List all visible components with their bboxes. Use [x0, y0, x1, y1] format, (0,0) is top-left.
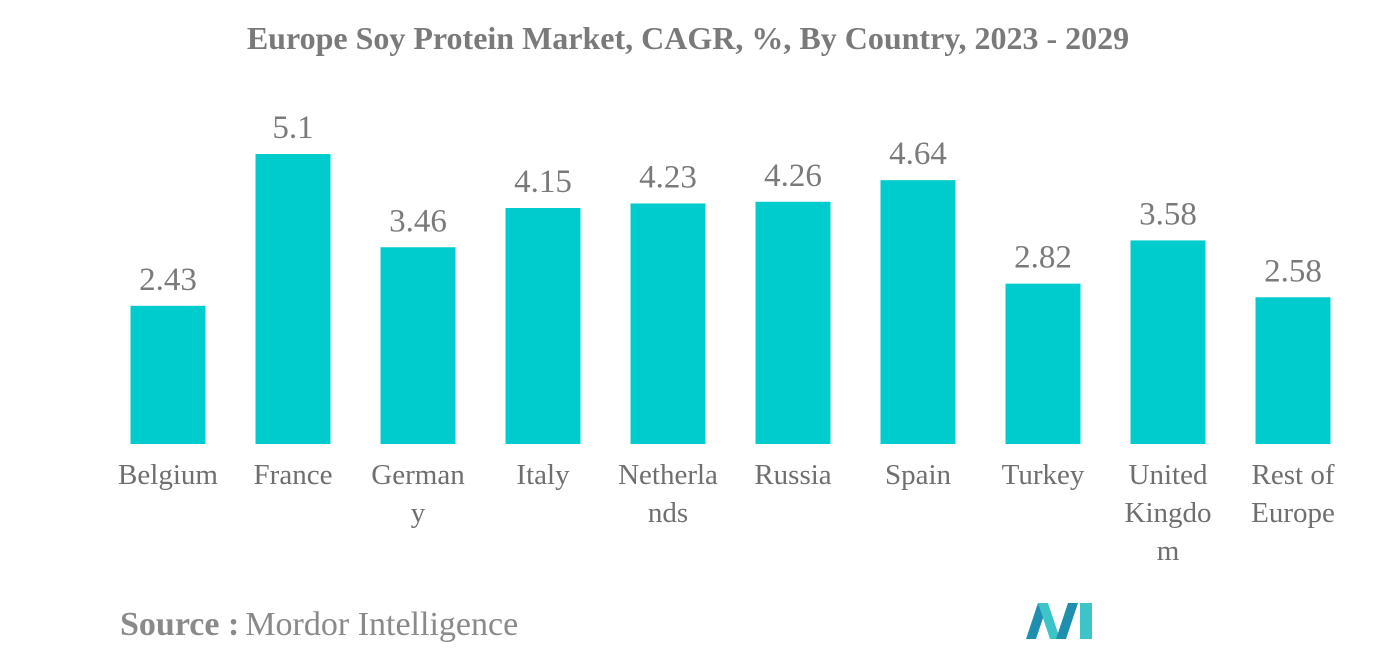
mordor-intelligence-logo-icon — [1026, 603, 1092, 639]
category-label: United Kingdo m — [1125, 459, 1212, 567]
category-label: German y — [371, 459, 465, 529]
category-label-line: nds — [648, 497, 688, 529]
value-label: 3.58 — [1139, 196, 1197, 232]
value-label: 4.15 — [514, 164, 572, 200]
category-label-line: United — [1129, 459, 1208, 491]
category-label-line: Rest of — [1252, 459, 1335, 491]
category-label-line: Spain — [885, 459, 952, 491]
category-label: Spain — [885, 459, 952, 491]
category-label-line: Kingdo — [1125, 497, 1212, 529]
bar-chart: 2.435.13.464.15 4.23 4.264.642.823.582.58 … — [118, 110, 1335, 567]
bar-russia — [755, 201, 831, 444]
bar-netherlands — [630, 203, 706, 444]
source-text: Mordor Intelligence — [245, 606, 519, 643]
value-label: 4.26 — [764, 158, 822, 194]
value-labels-layer: 2.43 5.1 3.46 4.15 4.23 4.26 4.64 2.82 3.58 2.58 — [139, 110, 1322, 298]
category-label: France — [254, 459, 333, 491]
category-label-line: Russia — [754, 459, 831, 491]
category-label-line: m — [1157, 535, 1180, 567]
value-label: 2.43 — [139, 262, 197, 298]
category-label: Netherla nds — [618, 459, 718, 529]
source-label: Source : — [120, 606, 240, 643]
category-labels-layer: Belgium France German y Italy Netherla nds Russ… — [118, 459, 1335, 567]
bar-france — [255, 154, 331, 444]
category-label-line: y — [411, 497, 426, 529]
category-label-line: France — [254, 459, 333, 491]
category-label-line: Netherla — [618, 459, 718, 491]
value-label: 5.1 — [272, 110, 313, 146]
bar-spain — [880, 180, 956, 444]
bar-belgium — [130, 305, 206, 444]
value-label: 2.82 — [1014, 240, 1072, 276]
bar-italy — [505, 208, 581, 444]
value-label: 4.23 — [639, 159, 697, 195]
category-label: Belgium — [118, 459, 218, 491]
bar-rest-of-europe — [1255, 297, 1331, 444]
category-label-line: Belgium — [118, 459, 218, 491]
category-label-line: Italy — [516, 459, 570, 491]
category-label-line: Turkey — [1002, 459, 1085, 491]
bars-layer — [130, 154, 1331, 444]
value-label: 2.58 — [1264, 253, 1322, 289]
bar-turkey — [1005, 283, 1081, 444]
category-label: Italy — [516, 459, 570, 491]
source-note: Source : Mordor Intelligence — [120, 606, 518, 644]
category-label: Rest of Europe — [1251, 459, 1335, 529]
category-label: Turkey — [1002, 459, 1085, 491]
value-label: 4.64 — [889, 136, 947, 172]
value-label: 3.46 — [389, 203, 447, 239]
bar-germany — [380, 247, 456, 444]
bar-united-kingdom — [1130, 240, 1206, 444]
category-label: Russia — [754, 459, 831, 491]
chart-title: Europe Soy Protein Market, CAGR, %, By C… — [246, 20, 1130, 56]
category-label-line: Europe — [1251, 497, 1335, 529]
category-label-line: German — [371, 459, 465, 491]
